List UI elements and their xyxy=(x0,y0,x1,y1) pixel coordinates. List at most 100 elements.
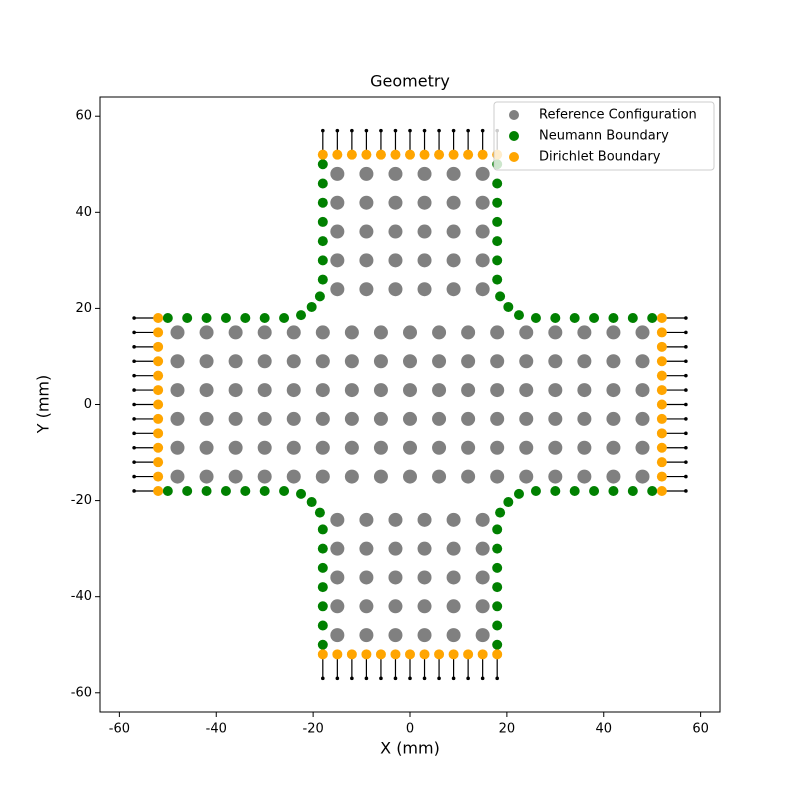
point xyxy=(403,440,417,455)
point xyxy=(589,313,600,324)
point xyxy=(495,507,506,518)
point xyxy=(492,562,503,573)
arrow-head xyxy=(393,676,398,681)
point xyxy=(519,354,534,369)
point xyxy=(170,383,185,398)
point xyxy=(656,327,667,338)
point xyxy=(461,440,476,455)
point xyxy=(153,428,164,439)
point xyxy=(359,195,374,210)
point xyxy=(475,512,490,527)
point xyxy=(419,649,430,660)
point xyxy=(315,411,330,426)
point xyxy=(606,325,621,340)
y-tick-label: -20 xyxy=(71,493,92,508)
x-tick-label: -20 xyxy=(303,722,324,737)
point xyxy=(417,253,432,268)
point xyxy=(656,485,667,496)
point xyxy=(314,507,325,518)
point xyxy=(513,310,524,321)
point xyxy=(490,440,505,455)
point xyxy=(359,541,374,556)
point xyxy=(656,356,667,367)
arrow-head xyxy=(466,128,470,133)
point xyxy=(461,411,476,426)
y-tick-label: 60 xyxy=(75,109,92,124)
point xyxy=(475,541,490,556)
point xyxy=(228,440,243,455)
arrow-head xyxy=(495,676,499,681)
arrow-head xyxy=(684,359,688,364)
x-tick-label: 40 xyxy=(595,722,612,737)
point xyxy=(635,354,650,369)
point xyxy=(434,649,445,660)
point xyxy=(361,149,372,160)
point xyxy=(417,166,432,181)
point xyxy=(199,411,214,426)
point xyxy=(388,541,403,556)
point xyxy=(388,224,403,239)
arrow-head xyxy=(350,128,354,133)
point xyxy=(286,383,301,398)
point xyxy=(490,469,505,484)
point xyxy=(317,216,328,227)
arrow-head xyxy=(466,676,470,681)
point xyxy=(461,383,476,398)
point xyxy=(201,313,212,324)
point xyxy=(257,440,272,455)
arrow-head xyxy=(451,676,456,681)
arrow-head xyxy=(364,128,369,133)
point xyxy=(405,649,415,660)
point xyxy=(317,543,328,554)
legend-marker xyxy=(509,152,519,162)
point xyxy=(548,469,563,484)
point xyxy=(446,224,461,239)
arrow-head xyxy=(437,676,441,681)
point xyxy=(317,149,328,160)
x-axis-label: X (mm) xyxy=(380,739,440,758)
point xyxy=(656,471,667,482)
point xyxy=(432,469,447,484)
arrow-head xyxy=(132,359,136,364)
point xyxy=(388,570,403,585)
arrow-head xyxy=(350,676,354,681)
point xyxy=(492,524,503,535)
arrow-head xyxy=(684,330,688,335)
arrow-head xyxy=(480,676,485,681)
point xyxy=(475,628,490,643)
point xyxy=(492,543,503,554)
point xyxy=(317,582,328,593)
point xyxy=(170,440,185,455)
arrow-head xyxy=(132,417,136,421)
point xyxy=(606,411,621,426)
point xyxy=(330,253,345,268)
arrow-head xyxy=(451,128,456,133)
point xyxy=(330,224,345,239)
point xyxy=(388,253,403,268)
point xyxy=(306,301,317,312)
point xyxy=(577,469,592,484)
point xyxy=(317,649,328,660)
point xyxy=(373,469,388,484)
point xyxy=(373,411,388,426)
point xyxy=(315,469,330,484)
arrow-head xyxy=(684,489,688,493)
point xyxy=(373,383,388,398)
point xyxy=(477,149,488,160)
point xyxy=(463,149,474,160)
point xyxy=(548,411,563,426)
y-tick-label: 20 xyxy=(75,301,92,316)
point xyxy=(656,399,667,410)
point xyxy=(656,370,667,381)
point xyxy=(170,354,185,369)
point xyxy=(153,457,164,468)
y-tick-label: -40 xyxy=(71,589,92,604)
point xyxy=(220,313,231,324)
point xyxy=(153,370,164,381)
arrow-head xyxy=(684,388,688,392)
legend-box xyxy=(493,101,715,171)
point xyxy=(548,325,563,340)
point xyxy=(492,601,503,612)
point xyxy=(330,628,345,643)
